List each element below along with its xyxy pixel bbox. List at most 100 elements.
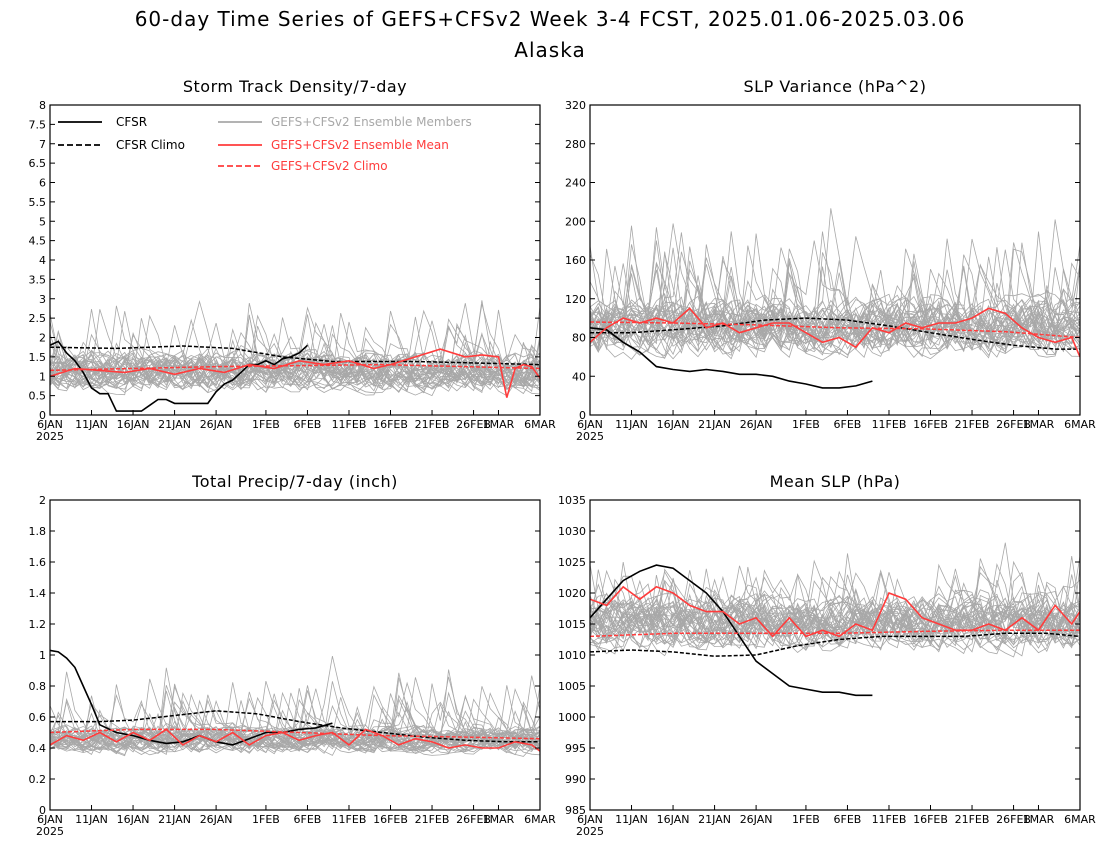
x-tick-label: 21FEB: [955, 813, 990, 826]
y-tick-label: 0: [579, 409, 586, 422]
x-tick-label: 16JAN: [117, 418, 150, 431]
ensemble-member-line: [50, 685, 540, 754]
x-tick-label: 6JAN: [37, 813, 63, 826]
y-tick-label: 320: [565, 99, 586, 112]
ensemble-member-line: [50, 700, 540, 754]
legend-members-label: GEFS+CFSv2 Ensemble Members: [271, 115, 472, 129]
series-cfsr-climo: [590, 317, 1080, 350]
panel-4: Mean SLP (hPa) 985 990 995 1000 1005 1010 1015 1…: [558, 472, 1096, 838]
y-tick-label: 1: [39, 649, 46, 662]
legend-ens-mean-label: GEFS+CFSv2 Ensemble Mean: [271, 138, 449, 152]
x-tick-label: 16FEB: [373, 813, 408, 826]
x-tick-label: 26FEB: [456, 813, 491, 826]
x-year-label: 2025: [36, 430, 64, 443]
x-tick-label: 11FEB: [872, 813, 907, 826]
ensemble-member-line: [590, 585, 1080, 654]
y-tick-label: 1.6: [29, 556, 47, 569]
y-tick-label: 1005: [558, 680, 586, 693]
ensemble-member-line: [590, 542, 1080, 651]
x-tick-label: 11FEB: [332, 813, 367, 826]
ensemble-member-line: [50, 320, 540, 391]
series-gefs-cfsv2-ensemble-mean: [590, 307, 1080, 358]
ensemble-member-line: [590, 564, 1080, 647]
x-tick-label: 26JAN: [740, 418, 773, 431]
ensemble-members: [590, 208, 1080, 361]
y-tick-label: 5: [39, 215, 46, 228]
series-gefs-cfsv2-ensemble-mean: [50, 728, 540, 752]
x-tick-label: 21JAN: [698, 813, 731, 826]
y-tick-label: 995: [565, 742, 586, 755]
y-tick-label: 0: [39, 804, 46, 817]
y-tick-label: 1.2: [29, 618, 47, 631]
x-tick-label: 16FEB: [913, 813, 948, 826]
x-tick-label: 16JAN: [117, 813, 150, 826]
x-tick-label: 11JAN: [75, 813, 108, 826]
x-tick-label: 6JAN: [577, 418, 603, 431]
x-tick-label: 26FEB: [456, 418, 491, 431]
y-tick-label: 1020: [558, 587, 586, 600]
x-tick-label: 1FEB: [252, 813, 280, 826]
ensemble-member-line: [50, 322, 540, 391]
x-tick-label: 16JAN: [657, 418, 690, 431]
series-gefs-cfsv2-climo: [50, 728, 540, 740]
series-cfsr: [50, 649, 333, 746]
x-tick-label: 1FEB: [252, 418, 280, 431]
x-tick-label: 26FEB: [996, 418, 1031, 431]
y-tick-label: 0.5: [29, 390, 47, 403]
x-tick-label: 6MAR: [524, 813, 556, 826]
x-tick-label: 6MAR: [524, 418, 556, 431]
panel-title: SLP Variance (hPa^2): [744, 77, 927, 96]
y-tick-label: 0.4: [29, 742, 47, 755]
x-tick-label: 21FEB: [415, 813, 450, 826]
x-tick-label: 26FEB: [996, 813, 1031, 826]
ensemble-member-line: [590, 240, 1080, 356]
x-tick-label: 1FEB: [792, 418, 820, 431]
x-tick-label: 16FEB: [373, 418, 408, 431]
plot-frame: [49, 499, 541, 811]
y-tick-label: 7: [39, 138, 46, 151]
x-tick-label: 21FEB: [415, 418, 450, 431]
x-tick-label: 21FEB: [955, 418, 990, 431]
y-tick-label: 2.5: [29, 312, 47, 325]
y-tick-label: 1.4: [29, 587, 47, 600]
ensemble-member-line: [50, 315, 540, 390]
x-tick-label: 1MAR: [483, 813, 515, 826]
x-tick-label: 6FEB: [294, 813, 322, 826]
panel-3: Total Precip/7-day (inch)00.20.40.60.811…: [29, 472, 557, 838]
panel-title: Storm Track Density/7-day: [183, 77, 407, 96]
y-tick-label: 4: [39, 254, 46, 267]
ensemble-member-line: [590, 574, 1080, 650]
ensemble-member-line: [590, 253, 1080, 354]
ensemble-member-line: [590, 244, 1080, 356]
x-tick-label: 6MAR: [1064, 418, 1096, 431]
series-cfsr: [50, 340, 309, 412]
ensemble-member-line: [50, 317, 540, 397]
ensemble-member-line: [590, 579, 1080, 651]
ensemble-member-line: [50, 318, 540, 393]
legend: CFSR CFSR Climo GEFS+CFSv2 Ensemble Member…: [58, 115, 472, 173]
y-tick-label: 0: [39, 409, 46, 422]
y-tick-label: 160: [565, 254, 586, 267]
ensemble-member-line: [590, 583, 1080, 649]
y-tick-label: 0.6: [29, 711, 47, 724]
ensemble-member-line: [590, 261, 1080, 351]
x-tick-label: 1MAR: [1023, 813, 1055, 826]
y-tick-label: 990: [565, 773, 586, 786]
y-tick-label: 2: [39, 494, 46, 507]
x-tick-label: 6JAN: [577, 813, 603, 826]
y-tick-label: 1025: [558, 556, 586, 569]
y-tick-label: 40: [572, 370, 586, 383]
y-tick-label: 1.5: [29, 351, 47, 364]
y-tick-label: 240: [565, 177, 586, 190]
ensemble-member-line: [590, 570, 1080, 651]
series-gefs-cfsv2-climo: [590, 629, 1080, 638]
ensemble-members: [50, 656, 540, 757]
ensemble-member-line: [590, 263, 1080, 359]
y-tick-label: 2: [39, 332, 46, 345]
x-tick-label: 1MAR: [483, 418, 515, 431]
ensemble-member-line: [50, 306, 540, 389]
y-tick-label: 200: [565, 215, 586, 228]
x-tick-label: 11FEB: [872, 418, 907, 431]
figure-title: 60-day Time Series of GEFS+CFSv2 Week 3-…: [135, 7, 966, 31]
ensemble-member-line: [50, 306, 540, 389]
